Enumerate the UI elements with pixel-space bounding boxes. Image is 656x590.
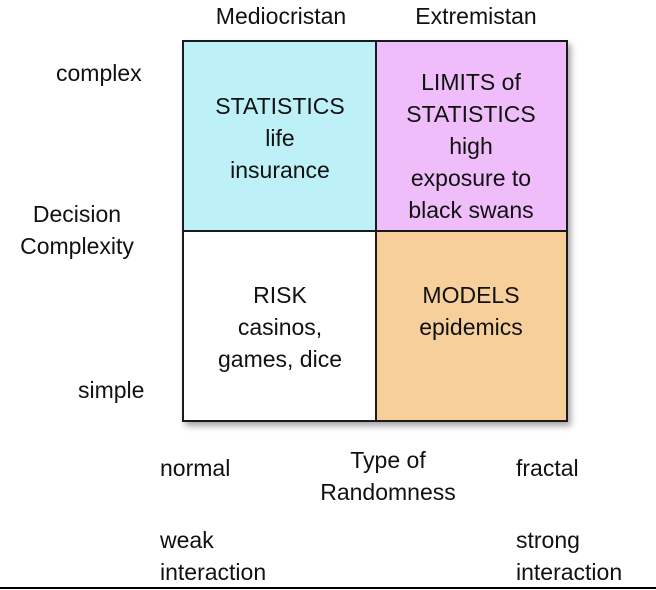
- quadrant-line: games, dice: [217, 346, 342, 372]
- x-axis-title: Type of Randomness: [320, 447, 456, 505]
- quadrant-line: epidemics: [419, 314, 523, 340]
- x-axis-right-label: fractal: [516, 455, 579, 481]
- quadrant-line: insurance: [230, 157, 330, 183]
- x-axis-right-sublabel: strong interaction: [516, 527, 623, 585]
- quadrant-line: casinos,: [237, 314, 323, 340]
- quadrant-line: exposure to: [410, 165, 532, 191]
- quadrant-line: STATISTICS: [215, 93, 345, 119]
- quadrant-line: MODELS: [422, 282, 520, 308]
- y-axis-title: Decision Complexity: [20, 201, 134, 259]
- bottom-rule: [0, 587, 656, 589]
- quadrant-line: black swans: [408, 197, 534, 223]
- quadrant-line: LIMITS of: [421, 69, 521, 95]
- column-header-mediocristan: Mediocristan: [215, 3, 347, 29]
- x-axis-left-sublabel: weak interaction: [160, 527, 267, 585]
- quadrant-risk: RISK casinos, games, dice: [184, 231, 376, 420]
- quadrant-line: STATISTICS: [406, 101, 536, 127]
- quadrant-limits-of-statistics: LIMITS of STATISTICS high exposure to bl…: [376, 42, 566, 231]
- quadrant-statistics: STATISTICS life insurance: [184, 42, 376, 231]
- quadrant-line: RISK: [253, 282, 307, 308]
- quadrant-grid: STATISTICS life insurance LIMITS of STAT…: [182, 40, 568, 422]
- quadrant-line: high: [449, 133, 493, 159]
- y-axis-top-label: complex: [56, 60, 142, 86]
- x-axis-left-label: normal: [160, 455, 231, 481]
- quadrant-line: life: [265, 125, 295, 151]
- y-axis-bottom-label: simple: [78, 377, 145, 403]
- column-header-extremistan: Extremistan: [415, 3, 537, 29]
- quadrant-models: MODELS epidemics: [376, 231, 566, 420]
- grid-horizontal-divider: [184, 230, 566, 232]
